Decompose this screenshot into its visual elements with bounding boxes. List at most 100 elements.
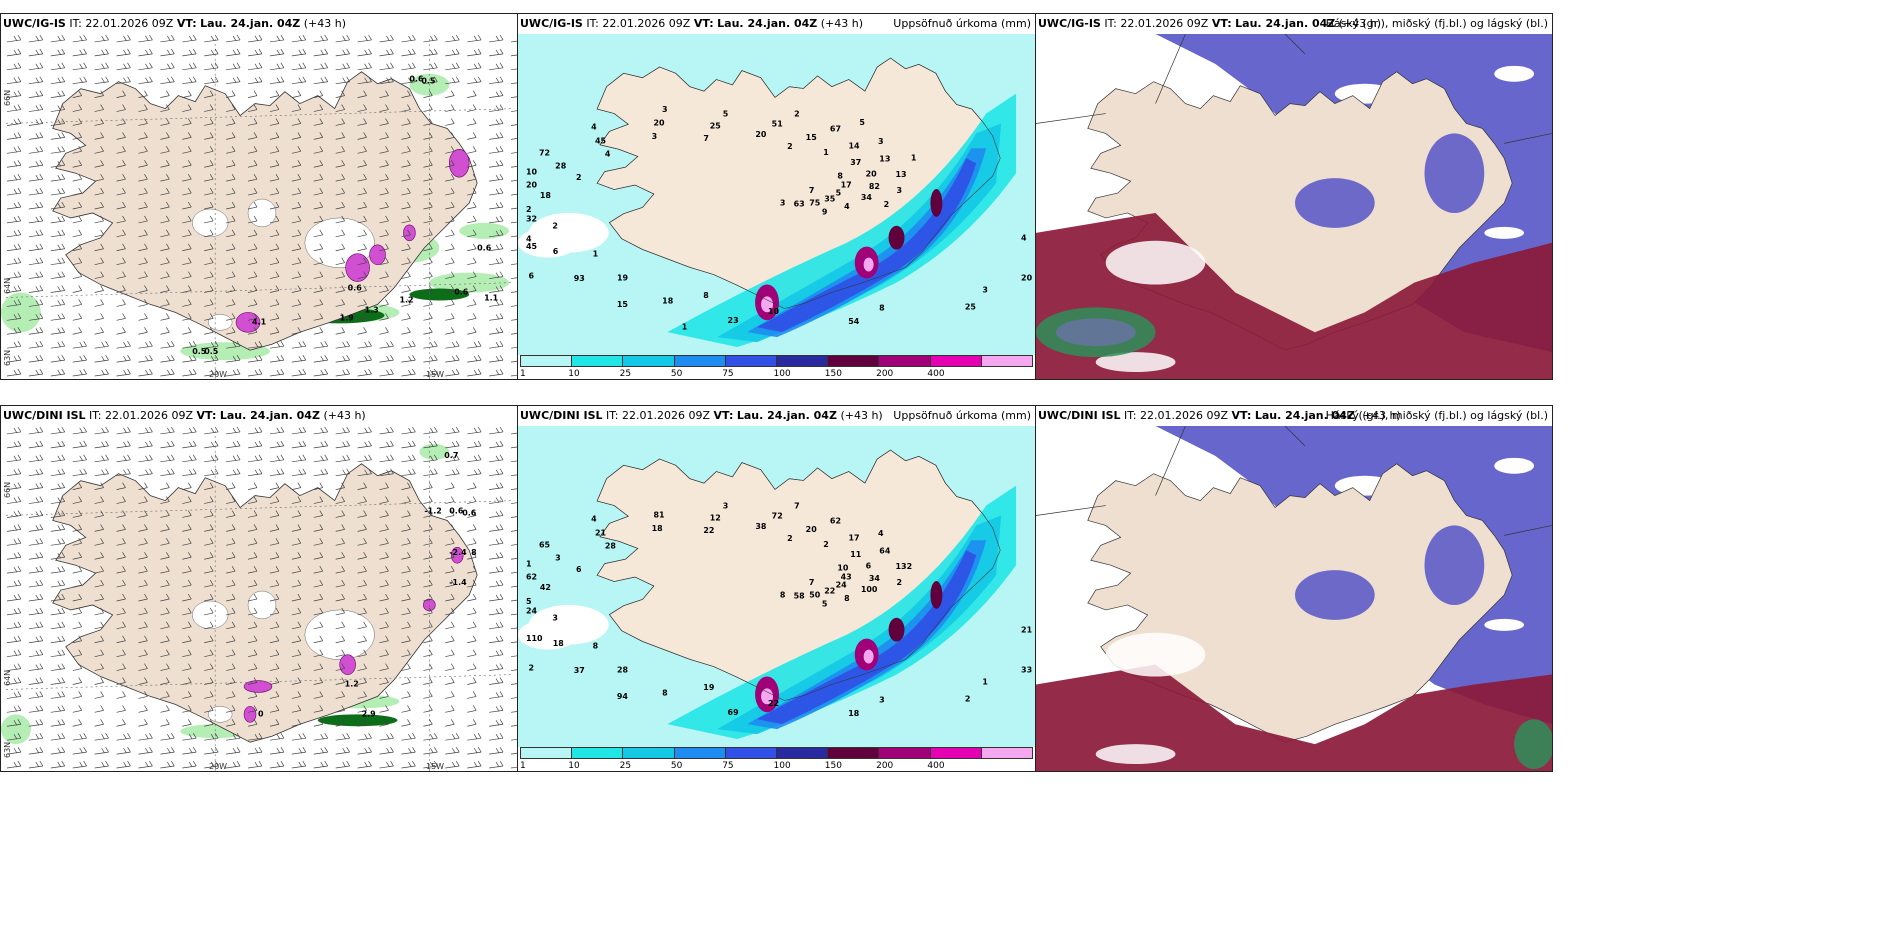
- legend-swatch: [980, 355, 1034, 367]
- precip-map[interactable]: 7 1 2 3 2 8 8 7 4 2 1 8 4 17 19 20 20 18 37 10 3 5 6 15 25 28 20 18…: [518, 34, 1035, 355]
- precip-value-label: 14: [848, 142, 860, 151]
- wind-value-label: 1.3: [365, 305, 379, 314]
- precip-value-label: 8: [593, 641, 599, 650]
- it-value: 22.01.2026 09Z: [1120, 17, 1209, 30]
- panel-precip-top: UWC/IG-IS IT: 22.01.2026 09Z VT: Lau. 24…: [517, 13, 1036, 380]
- precip-value-label: 3: [879, 695, 885, 704]
- wind-map-svg: 0.60.50.61.20.61.11.91.34.10.50.50.6: [1, 34, 517, 379]
- legend-tick-label: 10: [568, 369, 580, 379]
- precip-value-label: 32: [526, 215, 537, 224]
- precip-value-label: 6: [528, 272, 534, 281]
- precip-value-label: 6: [576, 565, 582, 574]
- wind-value-label: 0.6: [409, 75, 424, 84]
- precip-value-label: 65: [539, 541, 550, 550]
- panel-wind-top: UWC/IG-IS IT: 22.01.2026 09Z VT: Lau. 24…: [0, 13, 518, 380]
- panel-header: UWC/DINI ISL IT: 22.01.2026 09Z VT: Lau.…: [1036, 406, 1552, 426]
- panel-header: UWC/IG-IS IT: 22.01.2026 09Z VT: Lau. 24…: [518, 14, 1035, 34]
- precip-value-label: 19: [703, 683, 715, 692]
- precip-value-label: 72: [772, 511, 783, 520]
- vt-label: VT:: [1211, 17, 1232, 30]
- precip-value-label: 58: [794, 592, 806, 601]
- precip-value-label: 45: [595, 137, 606, 146]
- precip-value-label: 15: [617, 300, 628, 309]
- precip-value-label: 5: [723, 109, 729, 118]
- precip-value-label: 20: [806, 525, 818, 534]
- wind-map[interactable]: 0.6 0.5 0.6 1.2 0.6 1.1 1.9 1.3 4.1 0.5 0.5 0.6: [1, 34, 517, 379]
- precip-value-label: 20: [1021, 274, 1033, 283]
- precip-value-label: 28: [555, 162, 567, 171]
- it-label: IT:: [606, 409, 619, 422]
- precip-value-label: 3: [982, 286, 988, 295]
- wind-value-label: 0.6: [477, 244, 492, 253]
- wind-value-label: 1.1: [484, 293, 498, 302]
- wind-value-label: 0.6: [454, 287, 469, 296]
- precip-value-label: 67: [830, 125, 841, 134]
- precip-value-label: 8: [780, 590, 786, 599]
- precip-value-label: 4: [591, 122, 597, 131]
- legend-tick-label: 10: [568, 761, 580, 771]
- precip-value-label: 7: [809, 578, 815, 587]
- legend-swatch: [673, 355, 725, 367]
- precip-value-label: 2: [787, 142, 793, 151]
- vt-label: VT:: [196, 409, 217, 422]
- precip-value-label: 62: [526, 572, 537, 581]
- legend-tick-label: 150: [824, 761, 842, 771]
- cloud-map[interactable]: [1036, 426, 1552, 771]
- legend-tick-label: 200: [876, 761, 894, 771]
- precip-value-label: 22: [703, 526, 714, 535]
- precip-value-label: 20: [526, 180, 538, 189]
- wind-value-label: 0.6: [462, 508, 477, 517]
- cloud-title: Háský (gr.), miðský (fj.bl.) og lágský (…: [1325, 17, 1548, 30]
- legend-swatch: [622, 355, 674, 367]
- lead-time: (+43 h): [323, 409, 366, 422]
- wind-map[interactable]: 0.7 -1.2 0.6 0.6 -2.4 8 -1.4 1.2 2.9 0: [1, 426, 517, 771]
- lat-label-63: 63N: [3, 741, 12, 758]
- precip-value-label: 38: [755, 522, 767, 531]
- precip-value-label: 2: [526, 205, 532, 214]
- vt-value: Lau. 24.jan. 04Z: [736, 409, 837, 422]
- precip-value-label: 22: [768, 699, 779, 708]
- lat-label-64: 64N: [3, 277, 12, 294]
- vt-value: Lau. 24.jan. 04Z: [1254, 409, 1355, 422]
- legend-swatch: [622, 747, 674, 759]
- legend-swatch: [776, 355, 828, 367]
- wind-value-label: 0.6: [348, 284, 363, 293]
- vt-value: Lau. 24.jan. 04Z: [1235, 17, 1336, 30]
- wind-value-label: 0.7: [444, 451, 458, 460]
- precip-value-label: 22: [824, 587, 835, 596]
- precip-map[interactable]: 7 8 2 1 6 10 19 22 21 3 2 3 28 43 28 38 33 42 11 22 18 24 18 20…: [518, 426, 1035, 747]
- legend-tick-label: 400: [927, 761, 945, 771]
- precip-value-label: 8: [837, 172, 843, 181]
- precip-value-label: 18: [540, 191, 552, 200]
- cloud-map[interactable]: [1036, 34, 1552, 379]
- legend-swatch: [878, 747, 930, 759]
- wind-value-label: 0.5: [421, 77, 435, 86]
- precip-value-label: 21: [1021, 625, 1032, 634]
- wind-value-label: 0.5: [204, 347, 218, 356]
- precip-value-label: 23: [728, 316, 739, 325]
- precip-value-label: 3: [723, 501, 729, 510]
- precip-value-label: 20: [653, 119, 665, 128]
- precip-value-label: 21: [595, 529, 606, 538]
- precip-value-label: 2: [823, 540, 829, 549]
- legend-swatch: [520, 747, 572, 759]
- precip-value-label: 100: [861, 585, 878, 594]
- panel-header: UWC/DINI ISL IT: 22.01.2026 09Z VT: Lau.…: [1, 406, 517, 426]
- precip-title: Uppsöfnuð úrkoma (mm): [893, 409, 1031, 422]
- precip-value-label: 3: [662, 105, 668, 114]
- legend-swatch: [520, 355, 572, 367]
- precip-value-label: 13: [896, 170, 907, 179]
- precip-value-label: 1: [911, 154, 917, 163]
- precip-value-label: 1: [682, 323, 688, 332]
- model-name: UWC/DINI ISL: [1038, 409, 1121, 422]
- lead-time: (+43 h): [1358, 409, 1401, 422]
- precip-value-label: 7: [809, 186, 815, 195]
- it-label: IT:: [1124, 409, 1137, 422]
- precip-value-label: 5: [859, 118, 865, 127]
- legend-swatch: [776, 747, 828, 759]
- precip-value-label: 4: [591, 514, 597, 523]
- precip-value-label: 2: [576, 173, 582, 182]
- legend-swatch: [827, 747, 879, 759]
- precip-value-label: 8: [703, 291, 709, 300]
- vt-label: VT:: [713, 409, 734, 422]
